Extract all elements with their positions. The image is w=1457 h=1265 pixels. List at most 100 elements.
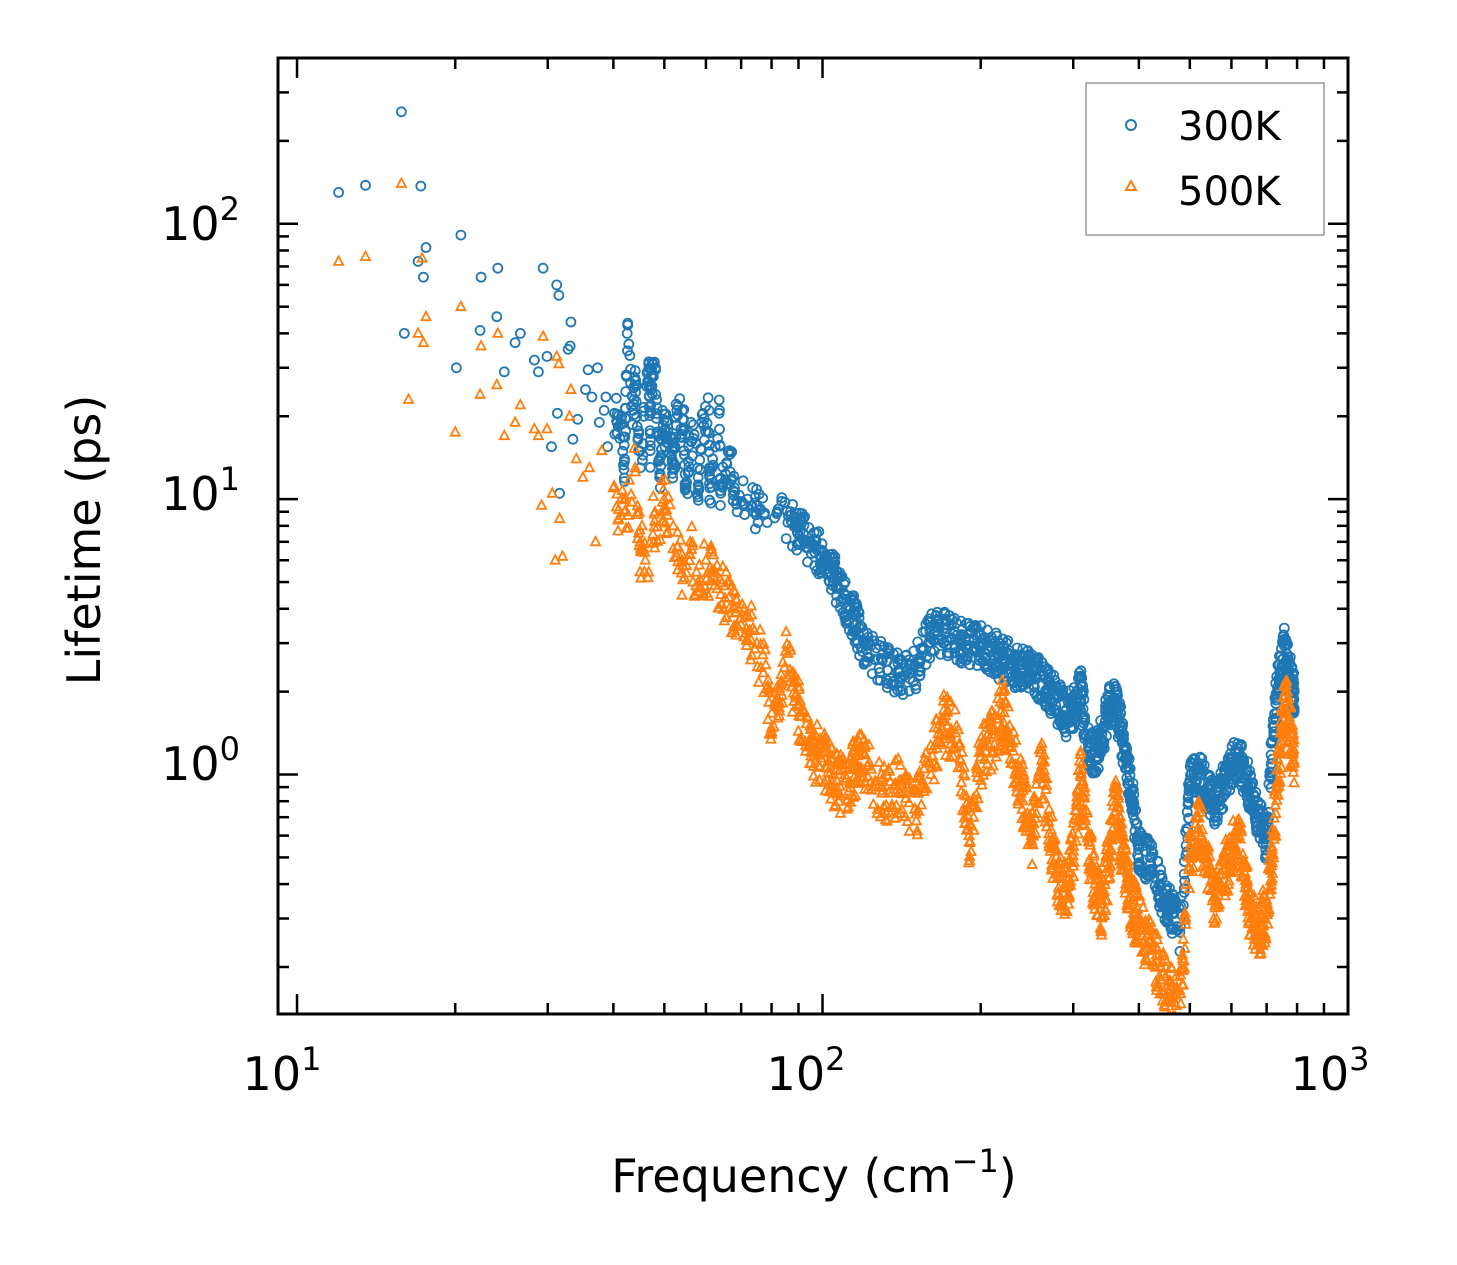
data-point [752,675,765,687]
data-point [648,507,661,519]
data-point [1159,969,1172,981]
data-point [1269,806,1282,818]
data-point [612,524,625,536]
data-point [1078,791,1091,803]
data-point [726,446,738,458]
data-point [1284,651,1296,663]
data-point [629,365,641,377]
data-point [809,541,820,553]
data-point [928,645,940,657]
data-point [417,271,429,283]
data-point [894,653,906,664]
data-point [1177,932,1190,944]
data-point [1204,770,1215,782]
data-point [1089,872,1102,884]
data-point [973,745,986,757]
data-point [926,748,939,761]
data-point [1165,995,1177,1008]
data-point [926,608,938,620]
data-point [881,675,893,686]
data-point [661,455,673,467]
data-point [1265,874,1277,886]
data-point [813,760,826,772]
data-point [562,343,574,355]
data-point [894,677,905,689]
data-point [1060,731,1072,743]
data-point [768,696,781,709]
data-point [1068,855,1081,867]
data-point [719,474,731,486]
data-point [949,703,961,715]
data-point [1255,946,1268,958]
data-point [1235,739,1247,750]
data-point [930,713,943,725]
data-point [1283,710,1296,722]
data-point [1149,880,1161,892]
data-point [903,795,916,808]
y-tick-100: 102 [161,190,240,251]
data-point [782,646,794,658]
data-point [1077,712,1088,724]
data-point [1046,809,1058,822]
data-point [1268,784,1281,796]
data-point [912,636,924,648]
data-point [1025,825,1038,838]
data-point [1044,822,1057,834]
data-point [957,787,970,800]
data-point [850,736,863,748]
data-point [622,345,633,357]
data-point [1165,974,1177,987]
data-point [894,667,905,679]
data-point [885,798,898,810]
data-point [1116,737,1128,749]
data-point [629,465,642,477]
data-point [1266,866,1279,878]
data-point [1035,753,1048,765]
data-point [633,428,645,440]
data-point [811,527,823,539]
data-point [912,771,925,783]
data-point [1096,909,1109,921]
data-point [1114,697,1125,709]
data-point [644,461,656,473]
data-point [939,714,952,726]
data-point [565,316,577,328]
data-point [783,640,796,652]
data-point [630,395,642,407]
data-point [750,523,761,535]
data-point [692,494,704,506]
data-point [1098,855,1111,867]
data-point [867,779,879,791]
data-point [1103,870,1116,882]
data-point [849,609,861,621]
data-point [851,599,862,610]
data-point [998,705,1011,718]
data-point [546,441,557,453]
data-point [854,620,866,631]
data-point [965,819,978,831]
data-point [953,736,966,748]
data-point [745,648,758,660]
data-point [901,814,914,826]
data-point [882,665,894,676]
data-point [674,393,686,405]
data-point [1127,783,1139,795]
data-point [1117,732,1129,743]
data-point [1274,715,1287,727]
data-point [1043,802,1056,814]
data-point [667,518,680,531]
data-point [957,766,970,779]
data-point [1157,946,1170,958]
data-point [1255,895,1268,907]
data-point [1009,671,1021,683]
data-point [955,775,968,788]
data-point [849,636,861,648]
data-point [1178,941,1191,953]
data-point [646,362,658,374]
data-point [535,498,548,510]
data-point [1077,818,1089,830]
data-point [660,430,672,442]
data-point [940,628,952,639]
data-point [570,451,583,464]
data-point [636,518,648,531]
